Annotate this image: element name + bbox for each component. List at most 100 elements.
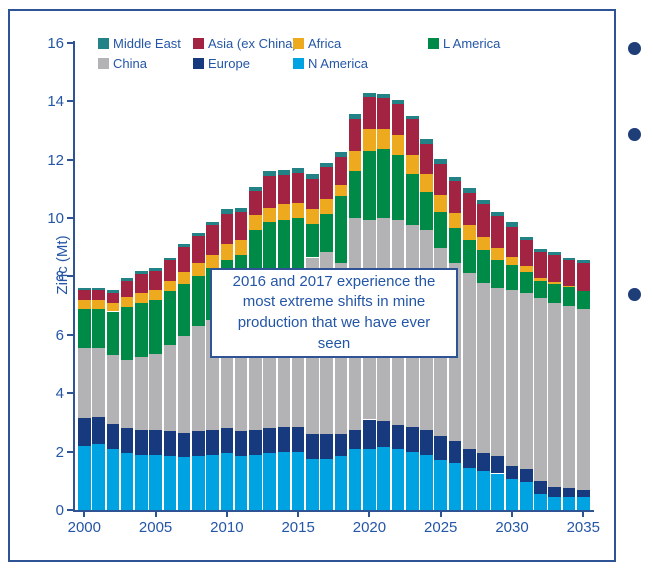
bar-seg-china bbox=[78, 347, 91, 419]
legend-label: Asia (ex China) bbox=[208, 35, 297, 51]
bar-2032 bbox=[534, 248, 547, 510]
callout-text: 2016 and 2017 experience the most extrem… bbox=[232, 272, 436, 352]
bar-seg-n-america bbox=[448, 463, 462, 510]
bar-2000 bbox=[78, 287, 91, 510]
bar-2031 bbox=[519, 237, 533, 510]
bar-2016 bbox=[306, 174, 319, 510]
bar-seg-asia-ex-china- bbox=[363, 96, 376, 130]
bar-seg-l-america bbox=[348, 171, 362, 219]
bar-seg-china bbox=[106, 355, 120, 424]
bar-seg-n-america bbox=[177, 457, 191, 510]
legend-label: China bbox=[113, 55, 147, 71]
bar-seg-europe bbox=[334, 434, 348, 456]
bar-seg-africa bbox=[106, 302, 120, 312]
bar-seg-asia-ex-china- bbox=[505, 226, 519, 258]
bar-seg-n-america bbox=[263, 453, 276, 510]
bar-seg-n-america bbox=[249, 454, 262, 510]
bar-seg-asia-ex-china- bbox=[448, 180, 462, 214]
bar-seg-europe bbox=[234, 431, 248, 456]
y-tick-label: 8 bbox=[55, 268, 64, 286]
bar-seg-asia-ex-china- bbox=[163, 260, 177, 281]
legend-swatch-icon bbox=[193, 57, 204, 69]
x-tick-mark bbox=[368, 512, 371, 517]
bar-seg-middle-east bbox=[149, 267, 162, 271]
bar-seg-africa bbox=[491, 248, 505, 261]
bar-seg-middle-east bbox=[448, 176, 462, 181]
bar-2006 bbox=[163, 257, 177, 510]
bar-seg-africa bbox=[149, 289, 162, 300]
bar-seg-n-america bbox=[348, 448, 362, 510]
bar-seg-africa bbox=[234, 239, 248, 255]
bullet-icon bbox=[628, 128, 641, 141]
bar-seg-l-america bbox=[576, 291, 590, 309]
bar-seg-europe bbox=[534, 480, 547, 494]
bar-seg-middle-east bbox=[277, 169, 291, 175]
x-tick-mark bbox=[439, 512, 442, 517]
bar-seg-africa bbox=[163, 280, 177, 292]
bar-seg-n-america bbox=[562, 496, 576, 511]
bar-seg-china bbox=[548, 302, 562, 487]
bar-seg-europe bbox=[505, 466, 519, 480]
legend-item-middle-east: Middle East bbox=[98, 36, 181, 51]
x-tick-label: 2020 bbox=[352, 519, 387, 536]
bar-seg-europe bbox=[306, 434, 319, 459]
y-tick-label: 0 bbox=[55, 502, 64, 519]
bar-seg-n-america bbox=[220, 453, 234, 510]
bar-seg-africa bbox=[263, 207, 276, 223]
y-tick-mark bbox=[67, 217, 73, 220]
legend-swatch-icon bbox=[193, 37, 204, 49]
x-tick-mark bbox=[83, 512, 86, 517]
bar-seg-n-america bbox=[576, 496, 590, 510]
bar-seg-europe bbox=[391, 425, 405, 449]
bar-seg-china bbox=[149, 353, 162, 430]
bar-seg-asia-ex-china- bbox=[462, 192, 476, 226]
bar-seg-europe bbox=[377, 420, 390, 448]
legend-label: L America bbox=[443, 35, 501, 51]
bar-seg-africa bbox=[120, 296, 134, 308]
bar-seg-china bbox=[135, 356, 148, 430]
bar-seg-l-america bbox=[106, 311, 120, 356]
bar-seg-africa bbox=[206, 254, 219, 268]
bar-seg-n-america bbox=[192, 455, 205, 510]
bar-seg-middle-east bbox=[420, 139, 433, 144]
bar-seg-africa bbox=[477, 236, 490, 251]
legend-item-africa: Africa bbox=[293, 36, 341, 51]
bar-seg-africa bbox=[420, 174, 433, 192]
bar-seg-n-america bbox=[519, 482, 533, 510]
y-tick-label: 16 bbox=[47, 34, 64, 52]
bar-seg-middle-east bbox=[519, 237, 533, 240]
bar-seg-europe bbox=[548, 486, 562, 497]
bar-seg-middle-east bbox=[306, 174, 319, 179]
y-tick-label: 12 bbox=[47, 151, 64, 169]
bar-seg-middle-east bbox=[249, 186, 262, 192]
x-tick-label: 2030 bbox=[495, 519, 529, 536]
bar-seg-asia-ex-china- bbox=[377, 98, 390, 130]
y-tick-mark bbox=[67, 275, 73, 278]
bar-seg-asia-ex-china- bbox=[291, 172, 305, 204]
legend-item-asia-ex-china-: Asia (ex China) bbox=[193, 35, 297, 51]
bar-seg-europe bbox=[149, 429, 162, 455]
bar-seg-asia-ex-china- bbox=[277, 174, 291, 205]
bar-seg-china bbox=[462, 273, 476, 449]
bar-seg-europe bbox=[576, 489, 590, 497]
bar-2003 bbox=[120, 277, 134, 510]
bar-seg-middle-east bbox=[491, 211, 505, 217]
bar-seg-europe bbox=[277, 426, 291, 452]
bar-seg-asia-ex-china- bbox=[234, 212, 248, 240]
bar-seg-africa bbox=[505, 257, 519, 265]
bar-seg-l-america bbox=[391, 155, 405, 220]
bar-seg-china bbox=[562, 305, 576, 489]
bar-seg-l-america bbox=[334, 196, 348, 264]
legend-label: N America bbox=[308, 55, 368, 71]
bar-seg-middle-east bbox=[234, 208, 248, 213]
bar-seg-n-america bbox=[135, 454, 148, 510]
bar-seg-n-america bbox=[391, 448, 405, 510]
bar-seg-europe bbox=[263, 428, 276, 454]
bar-seg-asia-ex-china- bbox=[562, 260, 576, 286]
bar-seg-l-america bbox=[306, 223, 319, 258]
bar-seg-europe bbox=[120, 428, 134, 454]
bar-seg-l-america bbox=[448, 228, 462, 264]
bar-seg-europe bbox=[434, 435, 448, 461]
bar-seg-n-america bbox=[505, 479, 519, 510]
bar-seg-middle-east bbox=[163, 257, 177, 261]
